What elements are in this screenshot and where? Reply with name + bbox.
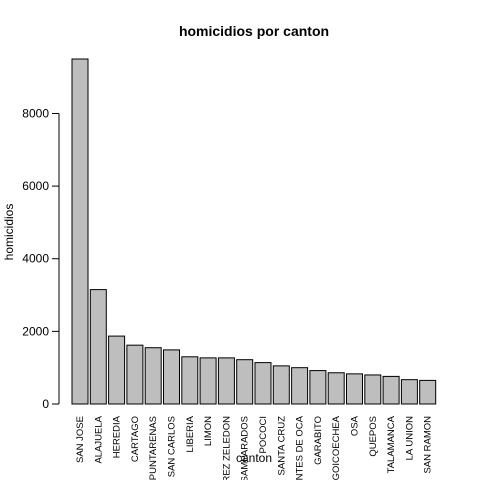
chart-title: homicidios por canton (179, 23, 329, 39)
bar (236, 359, 254, 405)
x-tick-label: OSA (350, 415, 361, 436)
x-tick-label: MONTES DE OCA (295, 415, 306, 480)
bar (346, 373, 363, 405)
x-tick-label: CARTAGO (130, 416, 141, 462)
bar (309, 370, 327, 405)
bar (144, 347, 162, 405)
y-axis: 0 2000 4000 6000 8000 (22, 106, 60, 411)
x-tick-label: ALAJUELA (93, 415, 104, 463)
x-tick-label: PUNTARENAS (148, 416, 159, 480)
y-tick-label: 4000 (22, 252, 49, 266)
bar (419, 379, 437, 405)
x-tick-label: GOICOECHEA (331, 415, 342, 480)
bar (327, 372, 345, 405)
y-tick-label: 0 (42, 397, 49, 411)
x-tick-label: SAN RAMON (423, 416, 434, 474)
x-tick-label: QUEPOS (368, 416, 379, 457)
bar (163, 349, 180, 405)
y-tick-label: 2000 (22, 324, 49, 338)
bar (199, 357, 217, 405)
x-axis-label: canton (236, 451, 272, 465)
y-tick-label: 6000 (22, 179, 49, 193)
x-tick-label: POCOCI (258, 416, 269, 453)
x-tick-label: SAN CARLOS (167, 416, 178, 477)
bar (364, 374, 382, 405)
bar (126, 344, 144, 405)
x-tick-label: LA UNION (404, 416, 415, 460)
y-tick-label: 8000 (22, 106, 49, 120)
x-tick-label: PEREZ ZELEDON (221, 416, 232, 480)
bar (181, 356, 199, 405)
bars (71, 58, 437, 405)
bar (382, 375, 400, 405)
bar (89, 289, 107, 405)
category-labels: SAN JOSE ALAJUELA HEREDIA CARTAGO PUNTARENAS… (75, 415, 434, 480)
bar (71, 58, 89, 405)
x-tick-label: SANTA CRUZ (276, 416, 287, 476)
bar (291, 367, 309, 405)
bar (217, 357, 235, 405)
bar (254, 362, 272, 405)
bar (108, 335, 126, 405)
x-tick-label: SAN JOSE (75, 416, 86, 463)
x-tick-label: TALAMANCA (386, 415, 397, 473)
x-tick-label: DESAMPARADOS (240, 416, 251, 480)
bar (400, 379, 418, 405)
x-tick-label: LIMON (203, 416, 214, 446)
x-tick-label: GARABITO (313, 416, 324, 465)
bar (272, 365, 290, 405)
x-tick-label: HEREDIA (112, 415, 123, 458)
y-axis-label: homicidios (2, 204, 16, 261)
x-tick-label: LIBERIA (185, 415, 196, 452)
